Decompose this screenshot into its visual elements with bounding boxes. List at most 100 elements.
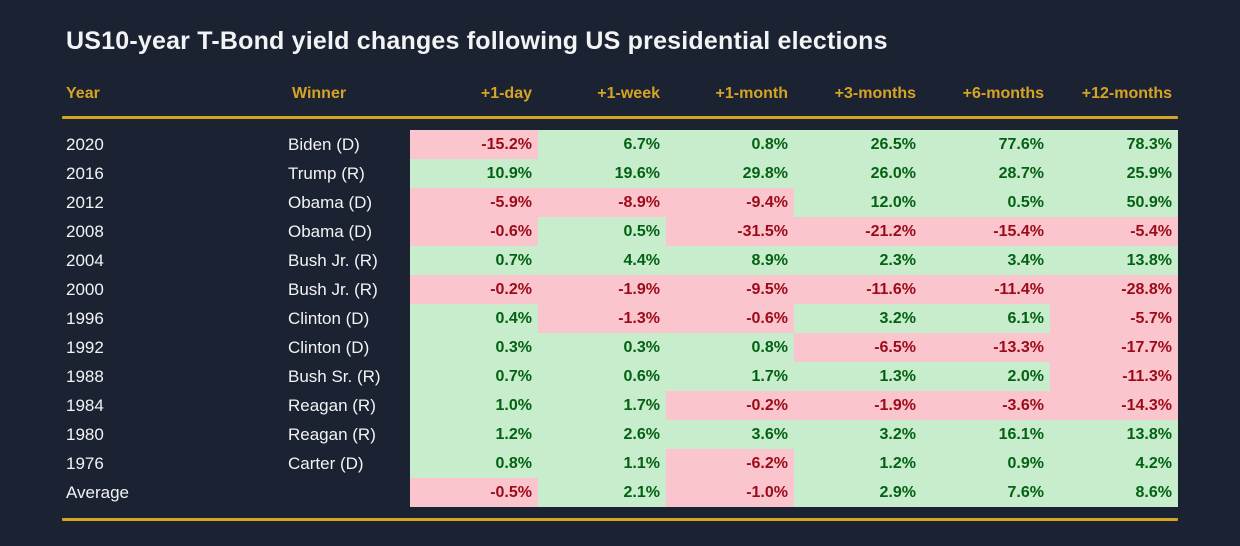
value-cell: 3.2% <box>794 304 922 333</box>
value-cell: 13.8% <box>1050 420 1178 449</box>
winner-cell: Clinton (D) <box>288 338 370 357</box>
value-cell: -0.2% <box>410 275 538 304</box>
value-cell: 77.6% <box>922 130 1050 159</box>
table-body: 2020 Biden (D) -15.2% 6.7% 0.8% 26.5% 77.6% 78.… <box>62 130 1178 507</box>
value-cell: -11.3% <box>1050 362 1178 391</box>
footer-divider <box>62 518 1178 521</box>
value-cell: 3.4% <box>922 246 1050 275</box>
table-row: 1992 Clinton (D) 0.3% 0.3% 0.8% -6.5% -13.3% -1… <box>62 333 1178 362</box>
value-cell: 0.5% <box>538 217 666 246</box>
value-cell: -9.5% <box>666 275 794 304</box>
value-cell: 0.6% <box>538 362 666 391</box>
value-cell: 0.9% <box>922 449 1050 478</box>
value-cell: 13.8% <box>1050 246 1178 275</box>
value-cell: -5.4% <box>1050 217 1178 246</box>
value-cell: 2.1% <box>538 478 666 507</box>
yield-table: US10-year T-Bond yield changes following… <box>62 0 1178 521</box>
value-cell: 1.3% <box>794 362 922 391</box>
year-cell: 1988 <box>66 367 104 386</box>
year-cell: Average <box>66 483 130 502</box>
column-header-year: Year <box>66 85 100 102</box>
table-row: 2000 Bush Jr. (R) -0.2% -1.9% -9.5% -11.6% -11… <box>62 275 1178 304</box>
value-cell: 3.6% <box>666 420 794 449</box>
table-row: 2008 Obama (D) -0.6% 0.5% -31.5% -21.2% -15.4%… <box>62 217 1178 246</box>
table-row: 1996 Clinton (D) 0.4% -1.3% -0.6% 3.2% 6.1% -5.… <box>62 304 1178 333</box>
winner-cell: Bush Sr. (R) <box>288 367 381 386</box>
value-cell: 78.3% <box>1050 130 1178 159</box>
table-row: 2004 Bush Jr. (R) 0.7% 4.4% 8.9% 2.3% 3.4% 13.8… <box>62 246 1178 275</box>
value-cell: 4.4% <box>538 246 666 275</box>
year-cell: 1984 <box>66 396 104 415</box>
value-cell: -15.4% <box>922 217 1050 246</box>
value-cell: 50.9% <box>1050 188 1178 217</box>
value-cell: 2.6% <box>538 420 666 449</box>
value-cell: 6.7% <box>538 130 666 159</box>
value-cell: 26.5% <box>794 130 922 159</box>
winner-cell <box>288 478 410 507</box>
value-cell: 0.7% <box>410 246 538 275</box>
value-cell: 16.1% <box>922 420 1050 449</box>
value-cell: -28.8% <box>1050 275 1178 304</box>
value-cell: -1.9% <box>794 391 922 420</box>
value-cell: 1.7% <box>666 362 794 391</box>
value-cell: 25.9% <box>1050 159 1178 188</box>
value-cell: -31.5% <box>666 217 794 246</box>
value-cell: -11.4% <box>922 275 1050 304</box>
winner-cell: Obama (D) <box>288 222 373 241</box>
value-cell: 1.7% <box>538 391 666 420</box>
winner-cell: Carter (D) <box>288 454 364 473</box>
column-header-winner: Winner <box>292 85 347 102</box>
value-cell: 2.0% <box>922 362 1050 391</box>
table-row: 1988 Bush Sr. (R) 0.7% 0.6% 1.7% 1.3% 2.0% -11.… <box>62 362 1178 391</box>
value-cell: 19.6% <box>538 159 666 188</box>
value-cell: 0.3% <box>538 333 666 362</box>
winner-cell: Bush Jr. (R) <box>288 251 378 270</box>
value-cell: -9.4% <box>666 188 794 217</box>
year-cell: 1996 <box>66 309 104 328</box>
value-cell: -6.2% <box>666 449 794 478</box>
table-row: 2012 Obama (D) -5.9% -8.9% -9.4% 12.0% 0.5% 50.… <box>62 188 1178 217</box>
value-cell: -5.9% <box>410 188 538 217</box>
value-cell: -14.3% <box>1050 391 1178 420</box>
column-header-1-week: +1-week <box>597 85 660 102</box>
table-header-row: Year Winner +1-day +1-week +1-month +3-m… <box>62 84 1178 104</box>
winner-cell: Trump (R) <box>288 164 365 183</box>
value-cell: 1.2% <box>410 420 538 449</box>
value-cell: 0.8% <box>410 449 538 478</box>
value-cell: 6.1% <box>922 304 1050 333</box>
column-header-12-months: +12-months <box>1081 85 1172 102</box>
value-cell: 1.0% <box>410 391 538 420</box>
value-cell: 2.3% <box>794 246 922 275</box>
value-cell: 7.6% <box>922 478 1050 507</box>
winner-cell: Biden (D) <box>288 135 360 154</box>
year-cell: 2020 <box>66 135 104 154</box>
column-header-3-months: +3-months <box>834 85 916 102</box>
value-cell: -0.6% <box>410 217 538 246</box>
value-cell: 0.4% <box>410 304 538 333</box>
value-cell: 29.8% <box>666 159 794 188</box>
value-cell: -5.7% <box>1050 304 1178 333</box>
value-cell: -1.0% <box>666 478 794 507</box>
value-cell: -6.5% <box>794 333 922 362</box>
value-cell: 12.0% <box>794 188 922 217</box>
year-cell: 1992 <box>66 338 104 357</box>
value-cell: 26.0% <box>794 159 922 188</box>
column-header-1-day: +1-day <box>480 85 532 102</box>
value-cell: -0.2% <box>666 391 794 420</box>
value-cell: 0.5% <box>922 188 1050 217</box>
value-cell: 8.9% <box>666 246 794 275</box>
value-cell: 2.9% <box>794 478 922 507</box>
year-cell: 1976 <box>66 454 104 473</box>
value-cell: -0.5% <box>410 478 538 507</box>
winner-cell: Reagan (R) <box>288 396 376 415</box>
value-cell: 0.7% <box>410 362 538 391</box>
value-cell: 4.2% <box>1050 449 1178 478</box>
year-cell: 2016 <box>66 164 104 183</box>
value-cell: -17.7% <box>1050 333 1178 362</box>
value-cell: 1.1% <box>538 449 666 478</box>
winner-cell: Reagan (R) <box>288 425 376 444</box>
value-cell: -1.9% <box>538 275 666 304</box>
value-cell: 10.9% <box>410 159 538 188</box>
table-row: 2016 Trump (R) 10.9% 19.6% 29.8% 26.0% 28.7% 25… <box>62 159 1178 188</box>
value-cell: -1.3% <box>538 304 666 333</box>
